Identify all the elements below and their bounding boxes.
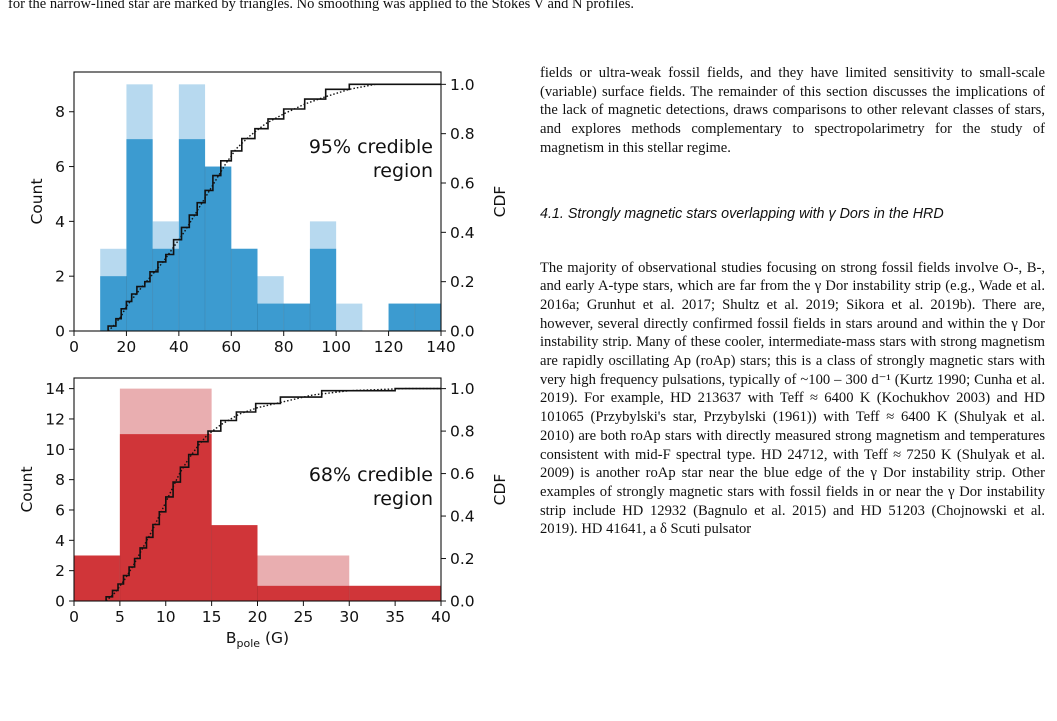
y-tick-label: 0 (55, 593, 65, 611)
y2-tick-label: 0.6 (450, 465, 475, 483)
x-tick-label: 80 (274, 338, 294, 356)
x-tick-label: 60 (221, 338, 241, 356)
x-tick-label: 0 (69, 608, 79, 626)
hist-bar (211, 525, 258, 601)
hist-bar (414, 303, 441, 331)
y-tick-label: 0 (55, 323, 65, 341)
credible-region-annotation: region (373, 160, 433, 182)
panel-bottom: 0 5 10 15 20 25 30 35 40 0 2 4 6 8 10 12 14 0.0 0.2 0.4 0.6 0… (18, 377, 509, 650)
y2-tick-label: 1.0 (450, 76, 475, 94)
credible-region-annotation: 68% credible (309, 464, 433, 486)
hist-bar (119, 434, 212, 601)
cdf-solid-line (107, 83, 441, 331)
y2-tick-label: 0.8 (450, 125, 475, 143)
y-axis-label: Count (18, 466, 36, 512)
section-heading: 4.1. Strongly magnetic stars overlapping… (540, 205, 944, 222)
y-tick-label: 4 (55, 213, 65, 231)
x-tick-label: 40 (431, 608, 451, 626)
axes-frame (73, 71, 442, 332)
x-tick-label: 10 (156, 608, 176, 626)
x-tick-label: 40 (169, 338, 189, 356)
y-tick-label: 8 (55, 471, 65, 489)
y-tick-label: 2 (55, 562, 65, 580)
x-tick-label: 20 (117, 338, 137, 356)
y-tick-label: 2 (55, 268, 65, 286)
hist-bar (231, 248, 258, 331)
panel-top: 0 20 40 60 80 100 120 140 0 2 4 6 8 0.0 0.2 0.4 0.6 0.8 1.… (28, 71, 509, 356)
x-tick-label: 140 (426, 338, 456, 356)
y-tick-label: 6 (55, 158, 65, 176)
hist-bar (205, 166, 232, 331)
x-tick-label: 0 (69, 338, 79, 356)
hist-bar (388, 303, 415, 331)
hist-bar (257, 585, 350, 601)
hist-bar (257, 303, 284, 331)
credible-region-annotation: 95% credible (309, 136, 433, 158)
figure-histograms: 0 20 40 60 80 100 120 140024680.00.20.40.60.81.… (18, 71, 509, 650)
y2-tick-label: 0.0 (450, 593, 475, 611)
x-tick-label: 35 (385, 608, 405, 626)
paragraph-body: The majority of observational studies fo… (540, 259, 1045, 538)
figure-caption-tail: for the narrow-lined star are marked by … (8, 0, 635, 12)
y-tick-label: 14 (45, 380, 65, 398)
y2-tick-label: 0.4 (450, 508, 475, 526)
credible-region-annotation: region (373, 488, 433, 510)
y2-tick-label: 0.4 (450, 224, 475, 242)
paragraph-intro: fields or ultra-weak fossil fields, and … (540, 65, 1045, 156)
cdf-solid-line (105, 387, 441, 601)
hist-bar (283, 303, 310, 331)
cdf-dotted-line (105, 387, 441, 602)
x-tick-label: 15 (202, 608, 222, 626)
y2-tick-label: 0.2 (450, 550, 475, 568)
y-tick-label: 12 (45, 410, 65, 428)
hist-bar (336, 303, 363, 331)
y-axis-label: Count (28, 178, 46, 224)
hist-bar (100, 276, 127, 331)
y2-tick-label: 0.0 (450, 323, 475, 341)
y-tick-label: 4 (55, 532, 65, 550)
hist-bar (349, 585, 441, 601)
x-tick-label: 30 (339, 608, 359, 626)
y2-axis-label: CDF (491, 186, 509, 218)
x-tick-label: 25 (294, 608, 314, 626)
y2-tick-label: 1.0 (450, 380, 475, 398)
y-tick-label: 10 (45, 441, 65, 459)
x-tick-label: 20 (248, 608, 268, 626)
y2-tick-label: 0.6 (450, 175, 475, 193)
y2-tick-label: 0.2 (450, 273, 475, 291)
y-tick-label: 6 (55, 501, 65, 519)
y2-tick-label: 0.8 (450, 423, 475, 441)
hist-bar (309, 248, 337, 331)
x-tick-label: 5 (115, 608, 125, 626)
hist-bar (178, 139, 206, 331)
hist-bar (126, 139, 153, 331)
x-axis-label: Bpole (G) (226, 629, 289, 650)
x-tick-label: 100 (321, 338, 351, 356)
x-tick-label: 120 (374, 338, 404, 356)
right-text-column: fields or ultra-weak fossil fields, and … (540, 64, 1045, 539)
y2-axis-label: CDF (491, 474, 509, 506)
y-tick-label: 8 (55, 103, 65, 121)
